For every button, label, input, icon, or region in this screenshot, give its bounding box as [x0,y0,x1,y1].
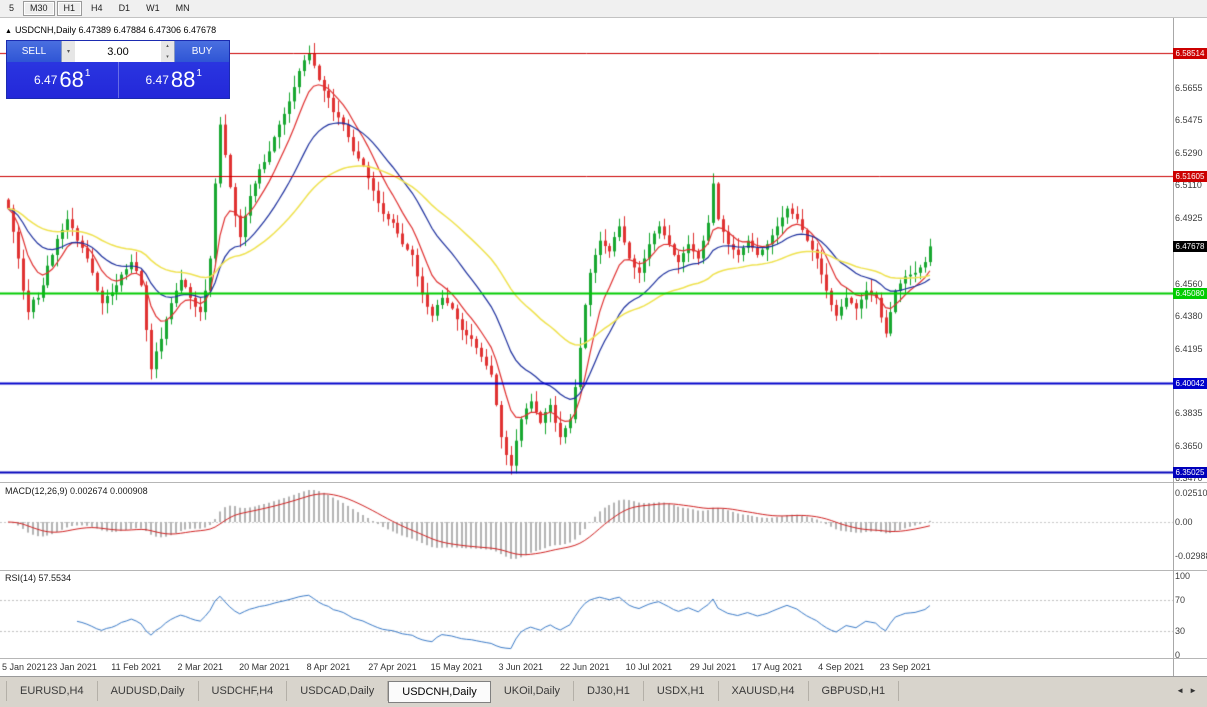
volume-input[interactable] [75,41,161,62]
price-tick: 6.5110 [1175,180,1202,191]
price-tick: 6.4380 [1175,310,1203,321]
buy-price-big: 88 [170,67,196,92]
current-price-label: 6.47678 [1173,241,1207,253]
volume-spin-up-icon[interactable]: ▴ [161,41,174,52]
level-price-label: 6.51605 [1173,171,1207,183]
chart-tab-usdcad-daily[interactable]: USDCAD,Daily [287,681,389,701]
tab-scroll-left-icon[interactable]: ◄ [1176,686,1185,695]
macd-tick: 0.00 [1175,517,1193,527]
price-axis-background [1174,18,1207,676]
date-label: 4 Sep 2021 [818,662,865,672]
trade-panel-prices: 6.47 68 1 6.47 88 1 [7,62,229,98]
level-price-label: 6.40042 [1173,377,1207,389]
timeframe-button-w1[interactable]: W1 [139,1,167,16]
chart-tab-usdcnh-daily[interactable]: USDCNH,Daily [388,681,491,703]
price-tick: 6.3835 [1175,408,1203,418]
price-tick: 6.5475 [1175,115,1203,126]
chart-tabs: EURUSD,H4 AUDUSD,Daily USDCHF,H4 USDCAD,Dai… [6,681,900,703]
rsi-tick: 0 [1175,650,1181,660]
buy-button[interactable]: BUY [175,41,229,62]
price-divider [117,62,119,98]
chart-tab-usdchf-h4[interactable]: USDCHF,H4 [199,681,288,701]
trade-panel-controls: SELL ▾ ▴ ▾ BUY [7,41,229,62]
timeframe-button-m30[interactable]: M30 [23,1,55,16]
chart-tab-dj30-h1[interactable]: DJ30,H1 [574,681,644,701]
chart-tab-eurusd-h4[interactable]: EURUSD,H4 [6,681,98,701]
one-click-toggle-icon[interactable]: ▲ [5,28,12,35]
sell-price-pip: 1 [84,67,91,79]
date-label: 2 Mar 2021 [177,662,224,672]
sell-price-base: 6.47 [34,73,58,87]
timeframe-button-h4[interactable]: H4 [84,1,110,16]
date-label: 10 Jul 2021 [625,662,673,672]
macd-tick: 0.02510 [1175,488,1207,499]
chart-title-text: USDCNH,Daily 6.47389 6.47884 6.47306 6.4… [14,25,217,35]
chart-tab-xauusd-h4[interactable]: XAUUSD,H4 [719,681,809,701]
date-label: 11 Feb 2021 [111,662,162,672]
volume-dropdown-icon[interactable]: ▾ [62,41,75,62]
buy-price-base: 6.47 [145,73,169,87]
chart-tab-bar: EURUSD,H4 AUDUSD,Daily USDCHF,H4 USDCAD,Dai… [0,676,1207,707]
time-axis: 5 Jan 2021 23 Jan 2021 11 Feb 2021 2 Mar 20… [0,658,1173,676]
timeframe-button-h1[interactable]: H1 [56,1,83,16]
rsi-tick: 70 [1175,594,1186,605]
rsi-indicator-label: RSI(14) 57.5534 [5,573,72,583]
level-price-label: 6.45080 [1173,287,1207,299]
buy-price-pip: 1 [196,67,202,79]
date-label: 5 Jan 2021 [2,662,47,672]
chart-tab-usdx-h1[interactable]: USDX,H1 [644,681,719,701]
panel-separator[interactable] [0,570,1207,571]
price-tick: 6.3650 [1175,441,1203,452]
sell-price-big: 68 [59,67,84,92]
price-tick: 6.4560 [1175,278,1203,289]
buy-price-display[interactable]: 6.47 88 1 [119,62,230,98]
date-label: 23 Jan 2021 [47,662,97,672]
date-label: 23 Sep 2021 [879,662,931,672]
date-label: 8 Apr 2021 [306,662,351,672]
price-chart-canvas[interactable] [0,18,1173,658]
date-label: 3 Jun 2021 [498,662,543,672]
date-label: 20 Mar 2021 [239,662,290,672]
chart-tab-gbpusd-h1[interactable]: GBPUSD,H1 [809,681,900,701]
chart-tab-ukoil-daily[interactable]: UKOil,Daily [491,681,575,701]
price-tick: 6.4925 [1175,213,1203,224]
tab-scroll-right-icon[interactable]: ► [1189,686,1197,695]
volume-spin-down-icon[interactable]: ▾ [161,51,174,62]
price-tick: 6.5655 [1175,83,1203,93]
timeframe-button-5[interactable]: 5 [2,1,22,16]
macd-indicator-label: MACD(12,26,9) 0.002674 0.000908 [5,486,148,496]
tab-scroll-arrows: ◄ ► [1176,686,1197,695]
price-tick: 6.4195 [1175,343,1203,354]
sell-price-display[interactable]: 6.47 68 1 [7,62,118,98]
chart-title: ▲ USDCNH,Daily 6.47389 6.47884 6.47306 6.… [5,25,216,35]
date-label: 22 Jun 2021 [560,662,610,672]
level-price-label: 6.58514 [1173,47,1207,59]
date-label: 17 Aug 2021 [751,662,803,672]
date-label: 15 May 2021 [430,662,483,672]
sell-button[interactable]: SELL [7,41,61,62]
date-label: 29 Jul 2021 [689,662,737,672]
price-tick: 6.5290 [1175,148,1203,159]
date-label: 27 Apr 2021 [368,662,417,672]
panel-separator [0,658,1207,659]
macd-tick: -0.02988 [1175,551,1207,562]
chart-tab-audusd-daily[interactable]: AUDUSD,Daily [98,681,199,701]
axis-separator [1173,18,1174,676]
level-price-label: 6.35025 [1173,467,1207,479]
timeframe-button-d1[interactable]: D1 [111,1,138,16]
rsi-tick: 30 [1175,626,1186,637]
volume-spinner: ▴ ▾ [161,41,174,62]
panel-separator[interactable] [0,482,1207,483]
timeframe-toolbar: 5 M30 H1 H4 D1 W1 MN [0,0,1207,18]
volume-field-group: ▾ ▴ ▾ [61,41,175,62]
timeframe-button-mn[interactable]: MN [168,1,197,16]
rsi-tick: 100 [1175,571,1191,581]
price-axis: 6.5655 6.5475 6.5290 6.5110 6.4925 6.4560 6.43… [1173,18,1207,676]
